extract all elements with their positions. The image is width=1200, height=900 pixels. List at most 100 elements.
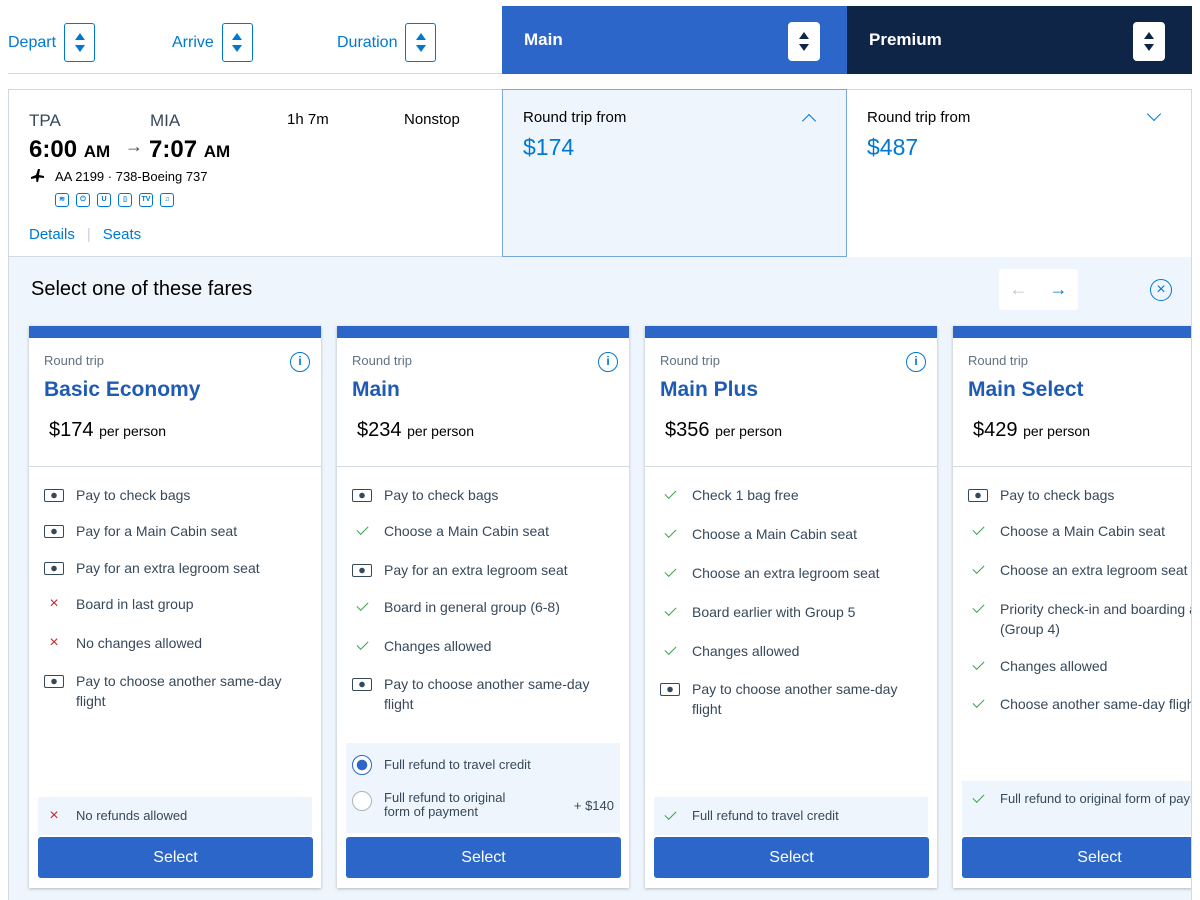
check-icon <box>968 789 988 809</box>
select-button[interactable]: Select <box>962 837 1191 878</box>
plane-icon <box>31 169 44 182</box>
fare-feature: Board earlier with Group 5 <box>660 602 925 622</box>
check-icon <box>660 602 680 622</box>
card-accent-bar <box>953 326 1191 338</box>
arrow-down-icon <box>415 45 426 52</box>
radio-unselected[interactable] <box>352 791 372 811</box>
fare-feature: Changes allowed <box>352 636 617 656</box>
sort-premium-button[interactable] <box>1133 22 1165 61</box>
sort-main-button[interactable] <box>788 22 820 61</box>
fare-feature: Pay to check bags <box>352 485 617 505</box>
fare-name: Main <box>352 378 400 401</box>
check-icon <box>660 563 680 583</box>
refund-option-price: + $140 <box>573 798 614 813</box>
arrow-right-icon: → <box>125 136 143 156</box>
tv-icon: TV <box>139 193 153 207</box>
fare-card-basic-economy: Round trip Basic Economy $174 per person… <box>29 326 321 888</box>
fares-panel-title: Select one of these fares <box>31 278 253 300</box>
info-icon[interactable]: i <box>290 352 310 372</box>
refund-info: × No refunds allowed <box>38 797 312 835</box>
fare-feature: Pay for a Main Cabin seat <box>44 521 309 541</box>
check-icon <box>968 521 988 541</box>
select-button[interactable]: Select <box>654 837 929 878</box>
arrow-up-icon <box>1144 32 1154 39</box>
info-icon[interactable]: i <box>906 352 926 372</box>
details-link[interactable]: Details <box>29 226 75 243</box>
fare-feature: Check 1 bag free <box>660 485 925 505</box>
flight-summary: TPA MIA 6:00 AM → 7:07 AM 1h 7m Nonstop … <box>8 89 502 257</box>
card-accent-bar <box>29 326 321 338</box>
price-main[interactable]: Round trip from $174 <box>502 89 847 257</box>
fare-feature: Pay to check bags <box>44 485 309 505</box>
sort-depart-label: Depart <box>8 33 57 51</box>
sort-duration[interactable]: Duration <box>337 23 437 62</box>
fare-feature: Changes allowed <box>968 656 1191 676</box>
sort-bar: Depart Arrive Duration <box>8 6 502 74</box>
divider: | <box>86 226 91 243</box>
cross-icon: × <box>49 634 59 651</box>
select-button[interactable]: Select <box>38 837 313 878</box>
refund-text: × No refunds allowed <box>44 806 309 826</box>
refund-option-original-payment[interactable]: Full refund to original form of payment <box>352 791 532 819</box>
cabin-header-premium[interactable]: Premium <box>847 6 1192 74</box>
fee-icon <box>352 560 372 580</box>
refund-text: Full refund to original form of payment <box>968 789 1191 809</box>
seats-link[interactable]: Seats <box>102 226 142 243</box>
arrow-up-icon <box>799 32 809 39</box>
fare-pager: ← → <box>999 269 1078 310</box>
cross-icon: × <box>49 595 59 612</box>
card-accent-bar <box>337 326 629 338</box>
arrow-down-icon <box>1144 44 1154 51</box>
sort-depart[interactable]: Depart <box>8 23 96 62</box>
sort-arrive[interactable]: Arrive <box>172 23 253 62</box>
fare-feature: × Board in last group <box>44 594 309 614</box>
amenities: ≋ ⏻ U ▯ TV ♫ <box>55 193 174 207</box>
select-button[interactable]: Select <box>346 837 621 878</box>
arrow-up-icon <box>74 33 85 40</box>
fare-name: Main Select <box>968 378 1084 401</box>
fare-feature: Pay for an extra legroom seat <box>352 560 617 580</box>
check-icon <box>968 656 988 676</box>
fee-icon <box>352 674 372 694</box>
card-header: Round trip Basic Economy $174 per person… <box>29 338 321 467</box>
fare-feature: Board in general group (6-8) <box>352 597 617 617</box>
fee-icon <box>660 679 680 699</box>
arrive-time: 7:07 AM <box>149 136 231 163</box>
card-accent-bar <box>645 326 937 338</box>
check-icon <box>352 597 372 617</box>
fare-price: $174 per person <box>49 419 166 441</box>
cabin-header-main[interactable]: Main <box>502 6 847 74</box>
check-icon <box>660 524 680 544</box>
fare-feature: Choose an extra legroom seat <box>660 563 925 583</box>
card-header: Round trip Main $234 per person i <box>337 338 629 467</box>
cabin-premium-label: Premium <box>869 30 942 49</box>
check-icon <box>352 521 372 541</box>
refund-text: Full refund to travel credit <box>660 806 925 826</box>
arrow-down-icon <box>799 44 809 51</box>
arrow-left-icon[interactable]: ← <box>1009 279 1028 299</box>
refund-info: Full refund to original form of payment <box>962 781 1191 835</box>
phone-icon: ▯ <box>118 193 132 207</box>
info-icon[interactable]: i <box>598 352 618 372</box>
sort-duration-button[interactable] <box>405 23 437 62</box>
sort-arrive-button[interactable] <box>221 23 253 62</box>
refund-info: Full refund to travel credit <box>654 797 928 835</box>
check-icon <box>352 636 372 656</box>
depart-time: 6:00 AM <box>29 136 111 163</box>
arrow-right-icon[interactable]: → <box>1049 279 1068 299</box>
fare-feature: Choose another same-day flight <box>968 694 1191 714</box>
check-icon <box>660 485 680 505</box>
fare-price: $429 per person <box>973 419 1090 441</box>
fare-feature: Choose an extra legroom seat <box>968 560 1191 580</box>
price-premium[interactable]: Round trip from $487 <box>847 89 1192 257</box>
wifi-icon: ≋ <box>55 193 69 207</box>
sort-duration-label: Duration <box>337 33 398 51</box>
sort-depart-button[interactable] <box>64 23 96 62</box>
usb-icon: U <box>97 193 111 207</box>
fare-price: $234 per person <box>357 419 474 441</box>
price-main-label: Round trip from <box>523 109 627 126</box>
close-icon[interactable]: × <box>1150 279 1172 301</box>
radio-selected[interactable] <box>352 755 372 775</box>
refund-option-travel-credit[interactable]: Full refund to travel credit <box>352 755 617 775</box>
fare-feature: Pay to choose another same-day flight <box>352 674 617 714</box>
